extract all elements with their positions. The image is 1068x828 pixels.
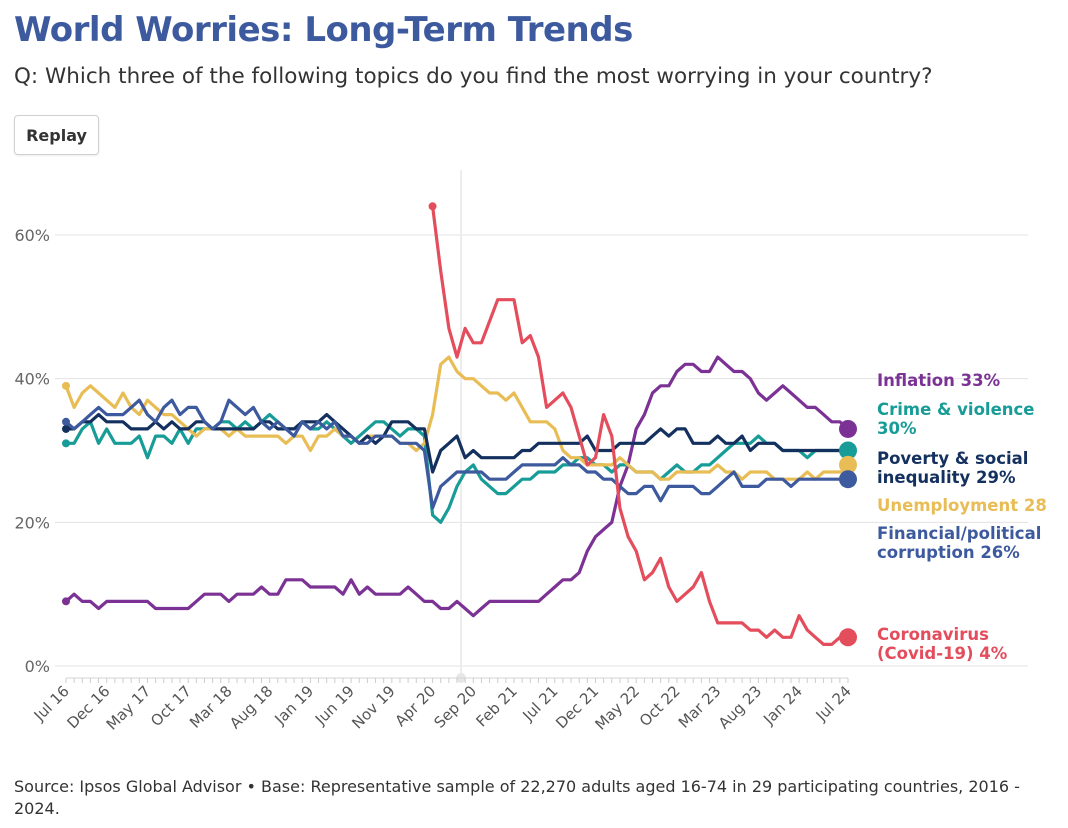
chart-title: World Worries: Long-Term Trends <box>14 10 633 50</box>
x-tick-label: Oct 22 <box>636 682 684 730</box>
x-tick-label: Feb 21 <box>472 682 520 730</box>
x-tick-label: May 22 <box>592 682 644 734</box>
y-axis-ticks: 0% 20% 40% 60% <box>14 226 50 676</box>
series-label: Financial/political <box>877 524 1041 543</box>
y-tick-label: 0% <box>25 657 50 676</box>
x-tick-label: Jan 24 <box>759 682 806 729</box>
series-start-dot <box>62 424 70 433</box>
x-tick-label: Nov 19 <box>348 682 398 732</box>
x-tick-label: Sep 20 <box>431 682 481 732</box>
series-lines <box>62 202 857 647</box>
series-label: inequality 29% <box>877 468 1016 487</box>
y-tick-label: 40% <box>14 370 50 389</box>
series-label: Inflation 33% <box>877 371 1001 390</box>
x-tick-label: Aug 23 <box>715 682 765 732</box>
series-end-dot[interactable] <box>839 470 857 489</box>
x-tick-label: Mar 23 <box>675 682 725 732</box>
series-end-dot[interactable] <box>839 419 857 438</box>
series-start-dot <box>428 202 437 211</box>
series-line-coronavirus-covid-19-[interactable] <box>431 204 850 646</box>
series-label: (Covid-19) 4% <box>877 644 1008 663</box>
series-label: Unemployment 28 <box>877 496 1047 515</box>
source-note: Source: Ipsos Global Advisor • Base: Rep… <box>14 777 1020 818</box>
series-line-crime-violence[interactable] <box>64 413 850 524</box>
series-start-dot <box>62 439 70 448</box>
series-start-dot <box>62 381 70 390</box>
series-label: corruption 26% <box>877 543 1020 562</box>
series-end-dot[interactable] <box>839 455 857 474</box>
series-start-dot <box>62 417 70 426</box>
x-tick-label: Aug 18 <box>226 682 276 732</box>
replay-button[interactable]: Replay <box>14 115 99 155</box>
x-tick-label: May 17 <box>103 682 155 734</box>
chart-subtitle: Q: Which three of the following topics d… <box>14 64 933 89</box>
x-tick-label: Mar 18 <box>186 682 236 732</box>
series-line-poverty-social-inequality[interactable] <box>64 413 850 474</box>
series-end-dot[interactable] <box>839 441 857 460</box>
series-label: Poverty & social <box>877 449 1028 468</box>
series-line-unemployment[interactable] <box>64 355 850 481</box>
series-label: 30% <box>877 419 917 438</box>
y-tick-label: 20% <box>14 513 50 532</box>
series-line-financial-political-corruption[interactable] <box>64 398 850 510</box>
series-end-dot[interactable] <box>839 628 857 647</box>
series-label: Crime & violence <box>877 400 1034 419</box>
x-tick-label: Oct 17 <box>147 682 195 730</box>
series-label: Coronavirus <box>877 625 989 644</box>
series-line-inflation[interactable] <box>64 355 850 618</box>
y-tick-label: 60% <box>14 226 50 245</box>
series-start-dot <box>62 597 70 606</box>
x-tick-label: Apr 20 <box>391 682 439 730</box>
x-tick-label: Jul 24 <box>812 682 855 725</box>
x-tick-label: Jan 19 <box>271 682 318 729</box>
